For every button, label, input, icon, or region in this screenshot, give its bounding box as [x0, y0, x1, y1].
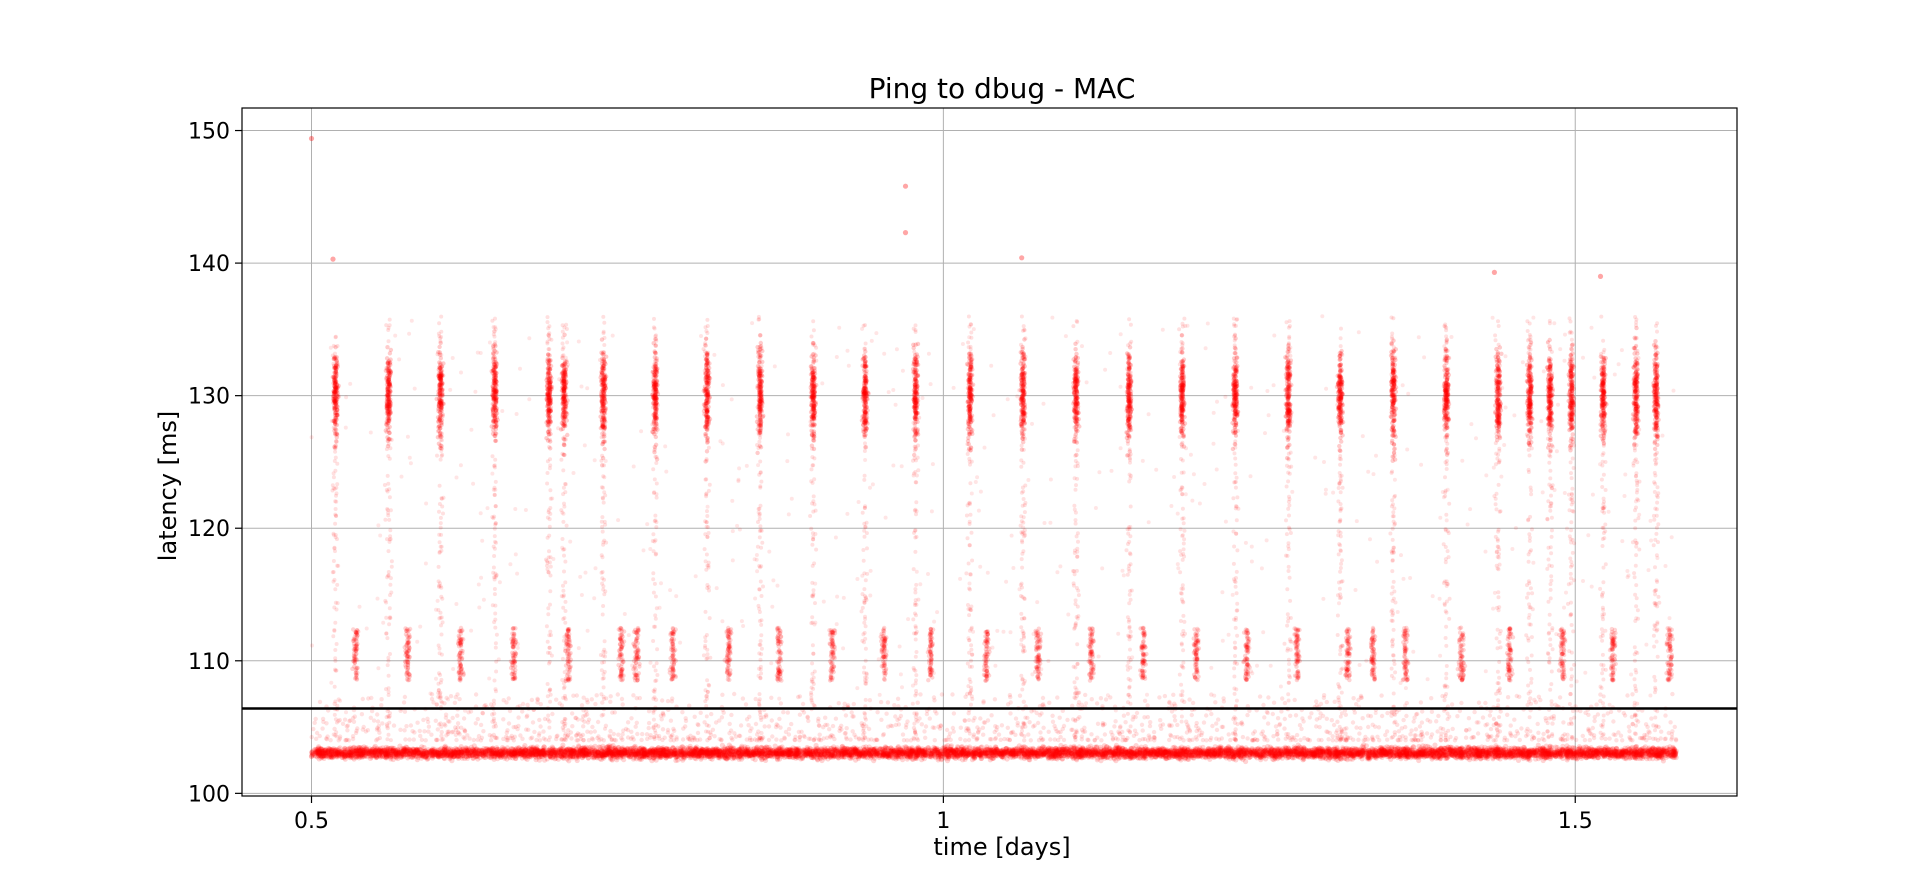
data-point: [1099, 749, 1105, 756]
data-point: [873, 751, 879, 757]
data-point: [600, 749, 606, 755]
data-point: [782, 750, 788, 757]
data-point: [997, 751, 1003, 757]
data-point: [724, 748, 730, 754]
data-point: [611, 753, 617, 759]
data-point: [647, 748, 653, 754]
data-point: [1604, 750, 1610, 756]
data-point: [1324, 751, 1330, 757]
data-point: [1151, 749, 1157, 755]
data-point: [1311, 750, 1317, 756]
grid-lines: [242, 108, 1737, 796]
data-point: [336, 749, 342, 756]
data-point: [1139, 753, 1145, 759]
data-point: [1429, 751, 1435, 758]
data-point: [1044, 749, 1050, 755]
data-point: [1288, 749, 1294, 755]
data-point: [462, 748, 468, 754]
data-point: [377, 749, 383, 756]
data-point: [1156, 752, 1162, 758]
data-point: [1622, 753, 1628, 759]
data-point: [603, 744, 610, 750]
data-point: [818, 751, 825, 757]
data-point: [1236, 752, 1242, 758]
data-point: [434, 749, 440, 755]
data-point: [1629, 748, 1635, 754]
data-point: [913, 753, 919, 759]
data-point: [1115, 752, 1121, 758]
data-point: [786, 749, 793, 755]
data-point: [1445, 746, 1451, 753]
data-point: [486, 749, 492, 755]
data-point: [1018, 755, 1024, 761]
data-point: [1564, 749, 1571, 756]
data-point: [673, 750, 680, 756]
data-point: [639, 747, 645, 753]
data-point: [1475, 751, 1481, 757]
data-point: [843, 748, 849, 754]
data-point: [1059, 749, 1065, 755]
data-point: [552, 747, 559, 754]
data-point: [510, 752, 516, 758]
data-point: [886, 751, 892, 757]
data-point: [761, 748, 767, 754]
data-point: [529, 746, 535, 752]
data-point: [1162, 749, 1168, 756]
data-point: [482, 752, 488, 758]
data-point: [1298, 748, 1304, 754]
data-point: [554, 748, 560, 755]
data-point: [1064, 754, 1070, 760]
data-point: [937, 747, 943, 753]
data-point: [936, 751, 943, 758]
data-point: [1125, 750, 1131, 756]
chart-title: Ping to dbug - MAC: [869, 72, 1136, 105]
data-points: [308, 135, 1679, 765]
data-point: [471, 747, 477, 754]
data-point: [789, 747, 795, 754]
data-point: [1404, 749, 1410, 755]
data-point: [590, 747, 596, 754]
data-point: [1508, 748, 1514, 754]
data-point: [731, 755, 738, 761]
data-point: [712, 749, 718, 755]
data-point: [936, 751, 942, 757]
data-point: [1501, 752, 1507, 758]
data-point: [734, 753, 740, 759]
data-point: [1360, 750, 1366, 756]
data-point: [1612, 748, 1618, 754]
data-point: [1665, 750, 1671, 757]
data-point: [1462, 753, 1469, 759]
data-point: [1019, 746, 1025, 752]
data-point: [586, 748, 592, 754]
data-point: [922, 747, 928, 753]
data-point: [363, 748, 369, 754]
data-point: [428, 750, 434, 756]
data-point: [1480, 747, 1486, 754]
data-point: [1101, 747, 1107, 753]
data-point: [370, 749, 376, 755]
